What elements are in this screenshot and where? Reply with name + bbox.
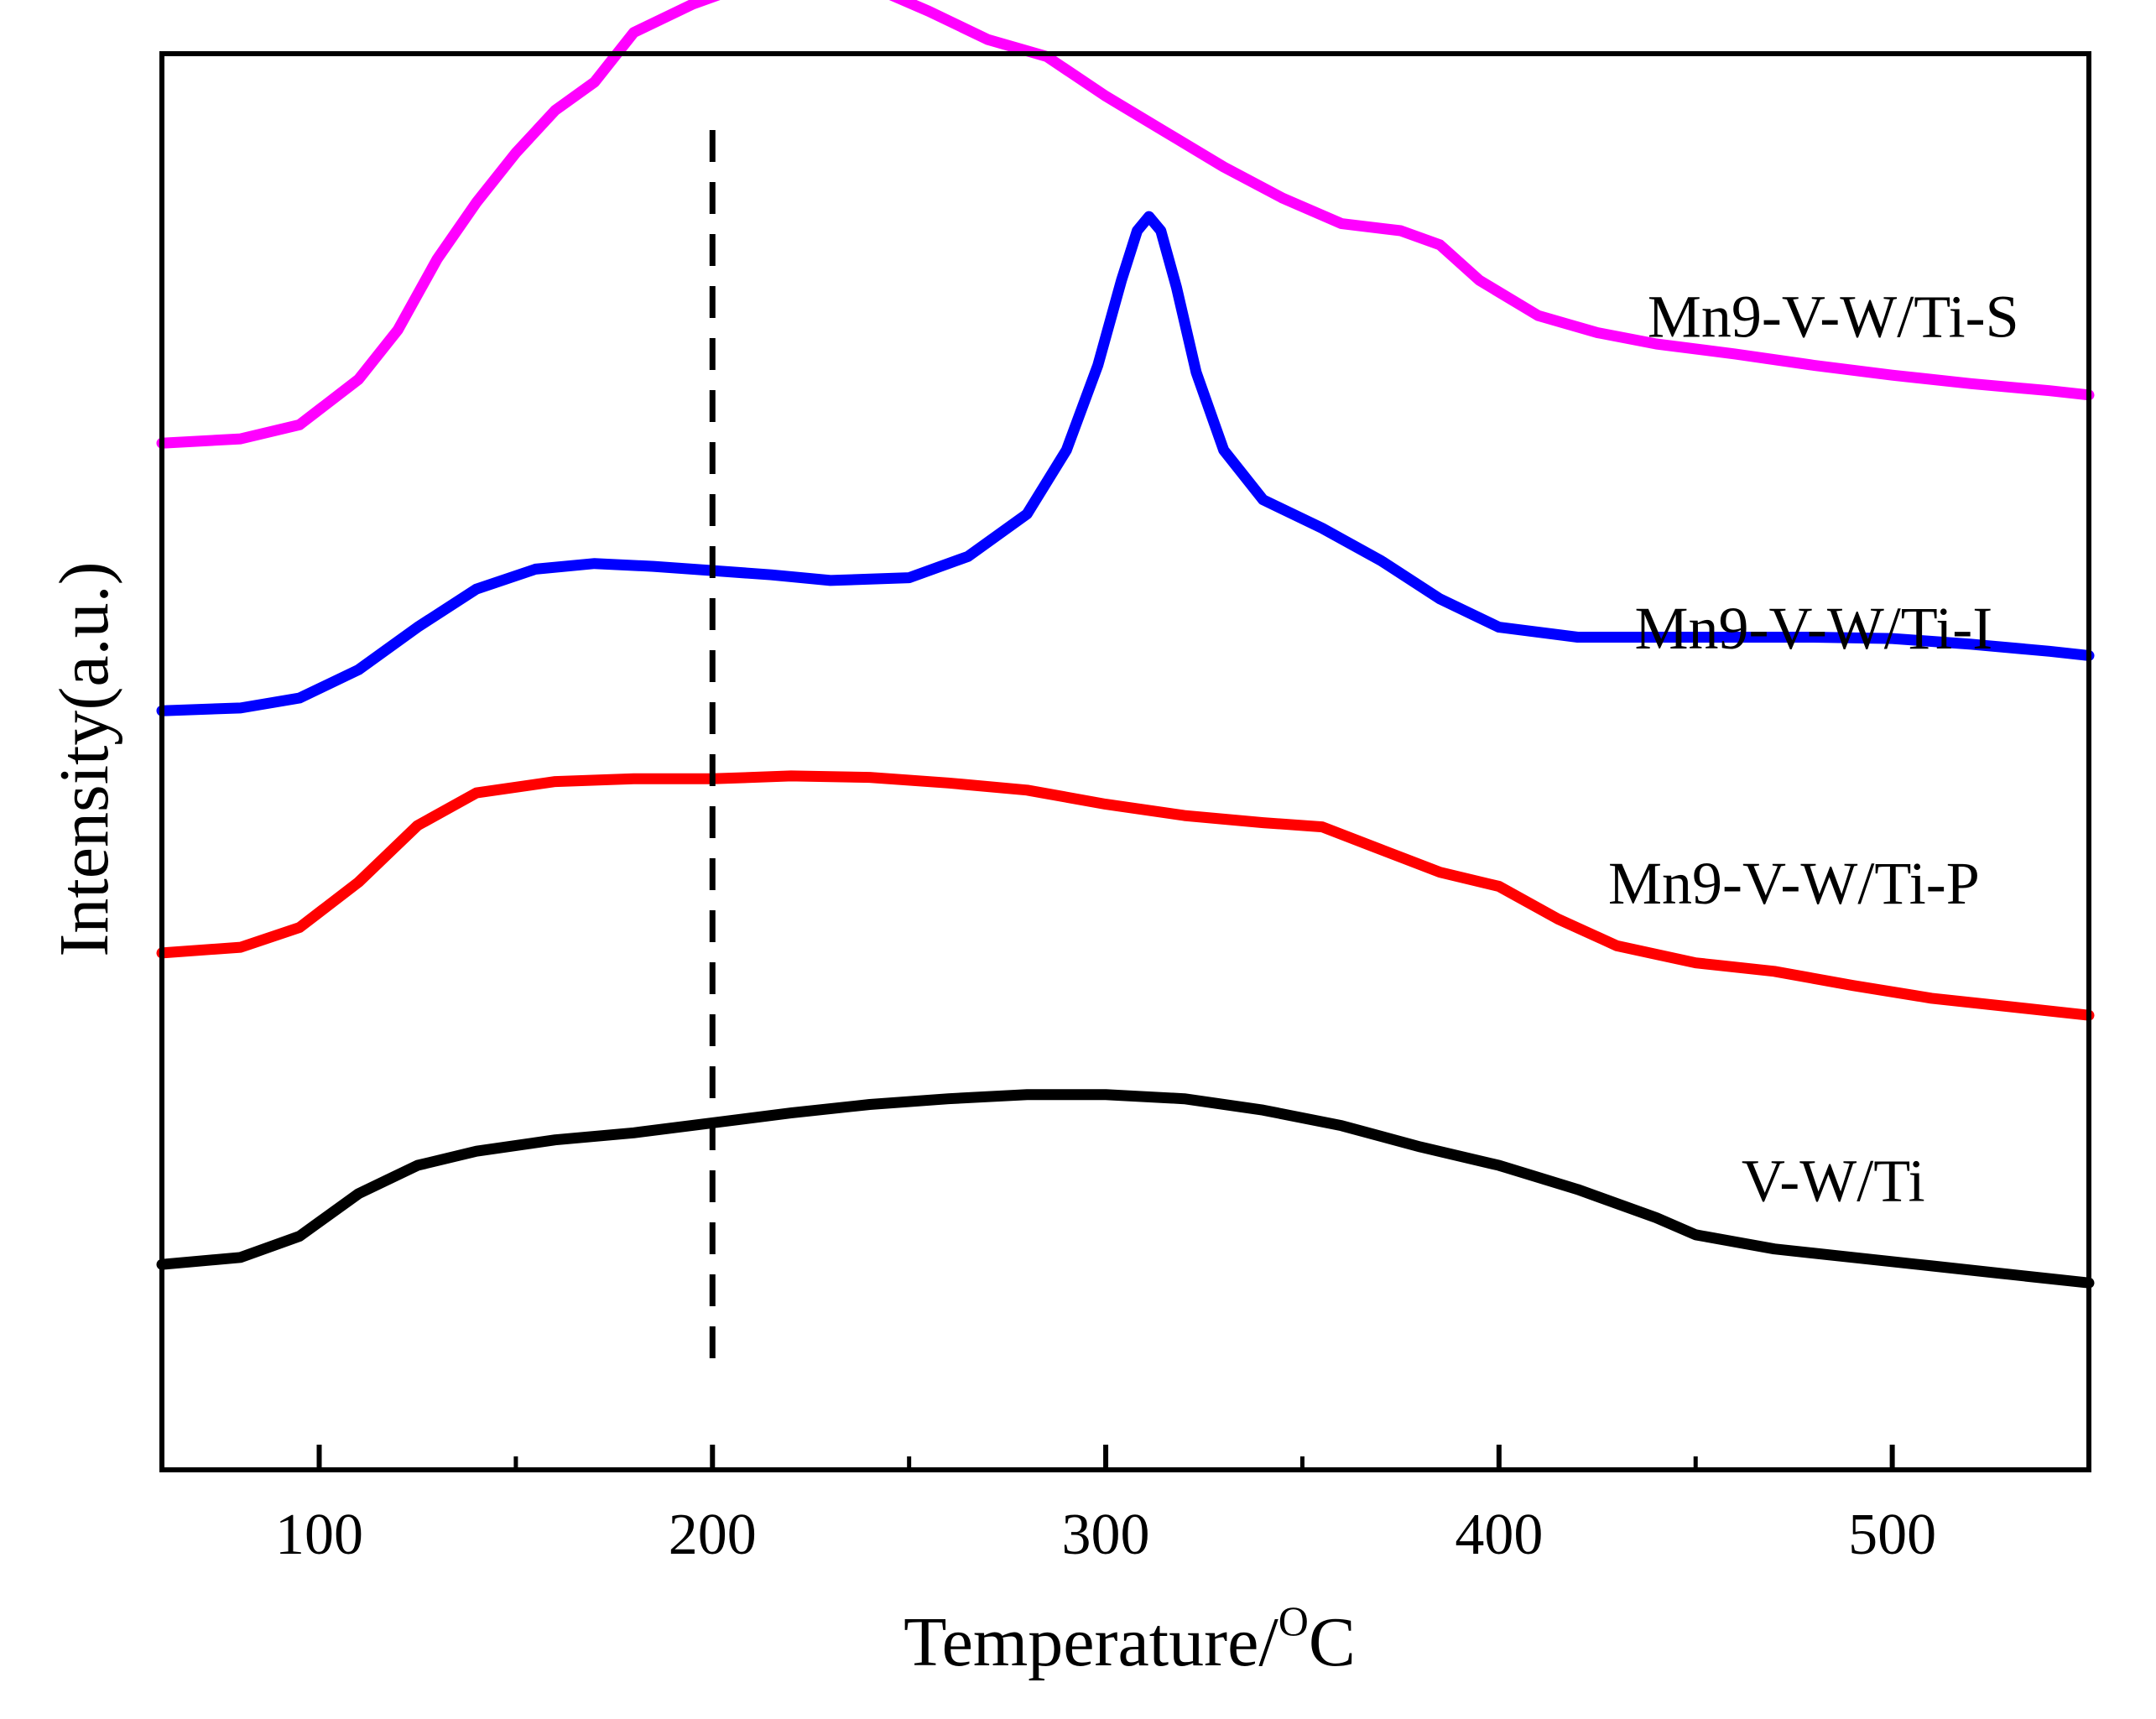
x-tick-label: 100 bbox=[275, 1503, 363, 1567]
series-label-v-w-ti: V-W/Ti bbox=[1742, 1147, 1925, 1214]
series-line-mn9-v-w-ti-p bbox=[156, 770, 2095, 1021]
series-label-mn9-v-w-ti-s: Mn9-V-W/Ti-S bbox=[1648, 284, 2019, 351]
x-axis-title: Temperature/OC bbox=[904, 1597, 1356, 1681]
plot-frame bbox=[159, 51, 2091, 1472]
series-label-mn9-v-w-ti-p: Mn9-V-W/Ti-P bbox=[1608, 850, 1980, 917]
series-line-mn9-v-w-ti-s bbox=[156, 0, 2095, 449]
x-tick-label: 200 bbox=[669, 1503, 757, 1567]
x-tick-label: 300 bbox=[1062, 1503, 1150, 1567]
series-line-v-w-ti bbox=[156, 1089, 2095, 1289]
series-line-mn9-v-w-ti-i bbox=[156, 211, 2095, 716]
x-tick-label: 400 bbox=[1455, 1503, 1543, 1567]
y-axis-title: Intensity(a.u.) bbox=[45, 561, 123, 956]
x-tick-label: 500 bbox=[1848, 1503, 1936, 1567]
series-label-mn9-v-w-ti-i: Mn9-V-W/Ti-I bbox=[1634, 595, 1992, 662]
